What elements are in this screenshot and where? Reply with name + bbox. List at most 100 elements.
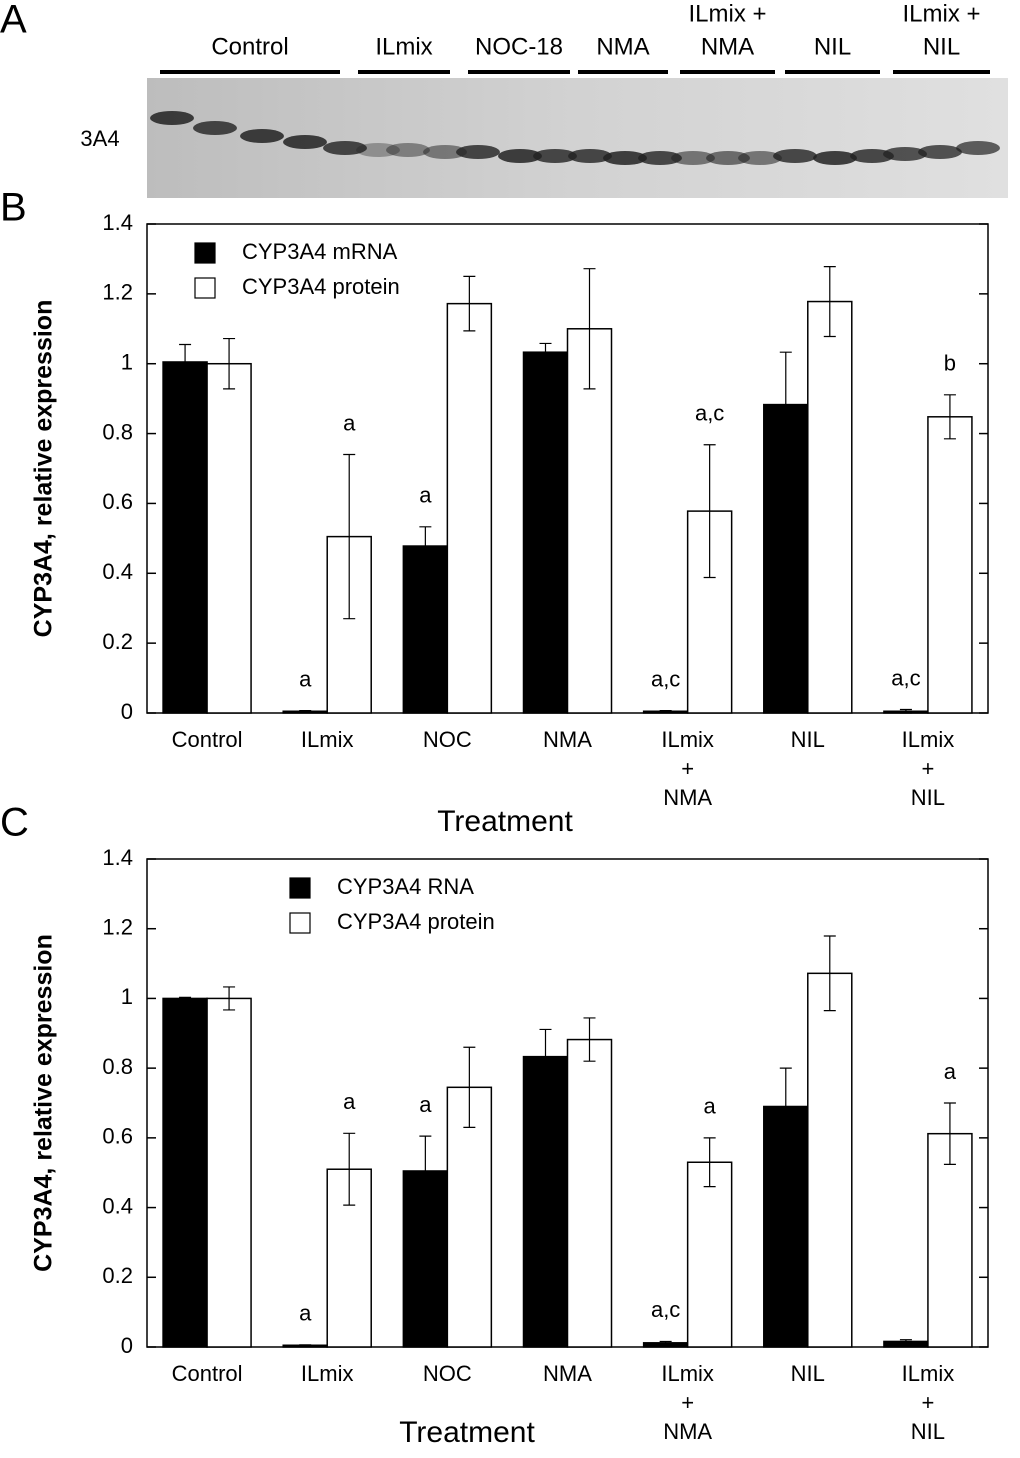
x-tick-label: ILmix [661,1361,714,1386]
y-tick-label: 1.4 [102,210,133,235]
significance-label: a [343,410,356,435]
y-tick-label: 1.2 [102,280,133,305]
bar [162,361,208,714]
error-bar [659,1340,672,1345]
bar [522,1055,569,1348]
blot-band [150,111,194,125]
significance-label: a [419,483,432,508]
error-bar [223,986,236,1011]
x-tick-label: ILmix [902,1361,955,1386]
bar [446,302,493,714]
x-tick-label: ILmix [301,1361,354,1386]
blot-band [813,151,857,165]
bar [927,416,973,714]
x-tick-label: Control [172,727,243,752]
significance-label: a,c [651,1297,680,1322]
lane-groups: Control ILmix NOC-18 NMA ILmix + NMA NIL ILmix … [160,0,990,74]
error-bar [899,708,912,714]
y-tick-label: 0.2 [102,629,133,654]
y-axis-label: CYP3A4, relative expression [30,300,58,638]
bar [206,997,252,1348]
bar [402,545,449,714]
error-bar [823,266,836,338]
x-tick-label: ILmix [661,727,714,752]
error-bar [659,709,672,713]
y-tick-label: 1.2 [102,915,133,940]
blot-band [850,149,894,163]
x-tick-label: + [681,756,694,781]
bar [807,972,853,1348]
y-tick-label: 0.6 [102,1124,133,1149]
error-bar [703,1137,716,1188]
x-axis-label: Treatment [399,1416,535,1449]
bar [566,1038,613,1348]
bar [446,1086,493,1348]
y-tick-label: 0.4 [102,559,133,584]
x-tick-label: NOC [423,1361,472,1386]
chart: C 0 0.2 0.4 0.6 0.8 1 1.2 1.4 CYP3A4, relative ex… [0,801,989,1449]
significance-label: a,c [891,665,920,690]
blot-band [323,141,367,155]
blot-band [356,143,400,157]
y-tick-label: 0.8 [102,419,133,444]
y-tick-label: 1 [121,984,133,1009]
error-bar [539,1028,552,1085]
error-bar [299,709,312,713]
x-tick-label: NMA [543,727,592,752]
blot-band [956,141,1000,155]
bar [566,328,613,714]
legend-swatch [194,277,216,299]
significance-label: a [944,1059,957,1084]
error-bar [583,268,596,390]
error-bar [539,342,552,362]
error-bar [223,337,236,390]
x-tick-label: + [681,1390,694,1415]
panel-label: B [0,186,27,230]
x-tick-label: ILmix [902,727,955,752]
group-label: NIL [814,33,851,60]
error-bar [463,1046,476,1128]
y-tick-label: 0 [121,1333,133,1358]
blot-bands [150,111,1000,165]
x-tick-label: + [921,1390,934,1415]
group-label: Control [211,33,288,60]
error-bar [179,343,192,381]
bar [522,351,569,714]
legend-label: CYP3A4 RNA [337,874,474,899]
group-label: ILmix [375,33,432,60]
panel-label: C [0,801,29,845]
group-label: NMA [596,33,649,60]
significance-label: a [299,666,312,691]
blot-band [603,151,647,165]
bar [807,300,853,714]
error-bar [343,1132,356,1206]
error-bar [343,453,356,620]
blot-band [568,149,612,163]
error-bar [823,935,836,1012]
y-tick-label: 1 [121,350,133,375]
x-tick-label: NIL [911,1419,945,1444]
error-bar [299,1344,312,1347]
legend-swatch [289,877,311,899]
bar [927,1132,973,1348]
error-bar [419,1135,432,1207]
legend-swatch [289,912,311,934]
group-label: NIL [923,33,960,60]
x-tick-label: ILmix [301,727,354,752]
group-label: NMA [701,33,754,60]
legend-swatch [194,242,216,264]
blot-band [423,145,467,159]
blot-band [918,145,962,159]
legend-label: CYP3A4 protein [242,274,400,299]
x-tick-label: NMA [543,1361,592,1386]
significance-label: a,c [651,666,680,691]
blot-band [671,151,715,165]
significance-label: a,c [695,401,724,426]
error-bar [703,444,716,579]
significance-label: a [343,1089,356,1114]
error-bar [779,1067,792,1146]
y-tick-label: 1.4 [102,845,133,870]
band-label: 3A4 [80,126,119,151]
significance-label: a [419,1092,432,1117]
blot-band [240,129,284,143]
